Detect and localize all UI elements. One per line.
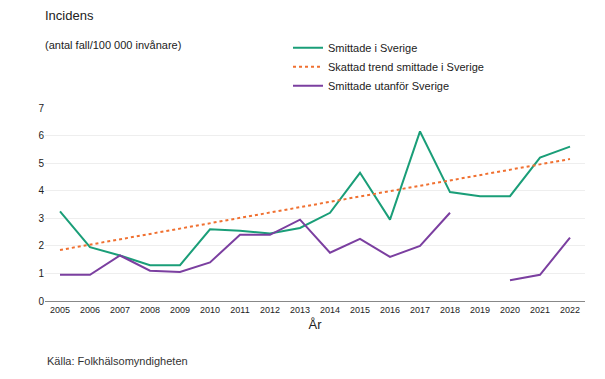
svg-text:3: 3 (38, 213, 44, 224)
svg-text:2020: 2020 (500, 305, 520, 315)
svg-text:5: 5 (38, 158, 44, 169)
svg-text:2010: 2010 (200, 305, 220, 315)
svg-text:2007: 2007 (110, 305, 130, 315)
svg-text:7: 7 (38, 103, 44, 114)
svg-text:2021: 2021 (530, 305, 550, 315)
svg-text:Skattad trend smittade i Sveri: Skattad trend smittade i Sverige (328, 61, 484, 73)
svg-text:2013: 2013 (290, 305, 310, 315)
svg-text:År: År (309, 317, 323, 332)
svg-text:2: 2 (38, 240, 44, 251)
svg-text:2012: 2012 (260, 305, 280, 315)
svg-text:2015: 2015 (350, 305, 370, 315)
svg-text:2017: 2017 (410, 305, 430, 315)
svg-text:Smittade i Sverige: Smittade i Sverige (328, 42, 417, 54)
svg-text:2006: 2006 (80, 305, 100, 315)
svg-text:1: 1 (38, 268, 44, 279)
svg-text:2016: 2016 (380, 305, 400, 315)
svg-text:Smittade utanför Sverige: Smittade utanför Sverige (328, 80, 449, 92)
svg-text:2019: 2019 (470, 305, 490, 315)
svg-text:2009: 2009 (170, 305, 190, 315)
svg-text:4: 4 (38, 185, 44, 196)
svg-text:0: 0 (38, 296, 44, 307)
svg-text:2018: 2018 (440, 305, 460, 315)
svg-text:2011: 2011 (230, 305, 249, 315)
svg-text:2022: 2022 (560, 305, 580, 315)
svg-text:2008: 2008 (140, 305, 160, 315)
svg-text:2005: 2005 (50, 305, 70, 315)
svg-text:2014: 2014 (320, 305, 340, 315)
svg-text:6: 6 (38, 130, 44, 141)
svg-text:Incidens: Incidens (45, 8, 94, 23)
svg-text:(antal fall/100 000 invånare): (antal fall/100 000 invånare) (45, 39, 181, 51)
svg-text:Källa: Folkhälsomyndigheten: Källa: Folkhälsomyndigheten (47, 355, 188, 367)
